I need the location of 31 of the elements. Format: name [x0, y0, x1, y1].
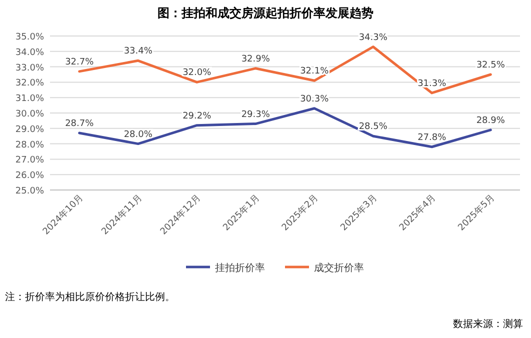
legend-label: 挂拍折价率 — [215, 262, 265, 274]
y-tick-label: 30.0% — [15, 110, 44, 120]
y-tick-label: 28.0% — [15, 140, 44, 150]
y-tick-label: 26.0% — [15, 171, 44, 182]
data-label: 32.0% — [182, 68, 212, 78]
y-tick-label: 33.0% — [15, 63, 44, 74]
data-label: 28.5% — [358, 122, 388, 132]
y-tick-label: 25.0% — [15, 186, 44, 196]
y-tick-label: 32.0% — [15, 78, 44, 89]
y-tick-label: 35.0% — [15, 32, 44, 42]
data-label: 29.2% — [182, 111, 212, 122]
source-note: 数据来源：测算 — [453, 318, 523, 330]
data-label: 28.0% — [124, 130, 153, 140]
data-label: 28.7% — [65, 119, 94, 130]
data-label: 28.9% — [476, 116, 506, 126]
data-label: 32.9% — [241, 54, 270, 64]
data-label: 29.3% — [241, 110, 270, 120]
data-label: 27.8% — [418, 132, 447, 143]
title: 图：挂拍和成交房源起拍折价率发展趋势 — [158, 6, 374, 20]
data-label: 33.4% — [124, 46, 153, 57]
data-label: 32.7% — [65, 57, 94, 68]
y-tick-label: 29.0% — [15, 124, 44, 135]
y-tick-label: 31.0% — [15, 94, 44, 104]
y-tick-label: 27.0% — [15, 156, 44, 166]
data-label: 30.3% — [300, 94, 330, 104]
data-label: 32.1% — [300, 66, 330, 77]
y-tick-label: 34.0% — [15, 48, 44, 58]
text: 注：折价率为相比原价价格折让比例。 — [5, 291, 175, 303]
data-label: 34.3% — [358, 32, 388, 43]
data-label: 32.5% — [476, 60, 506, 70]
legend-label: 成交折价率 — [314, 262, 364, 274]
